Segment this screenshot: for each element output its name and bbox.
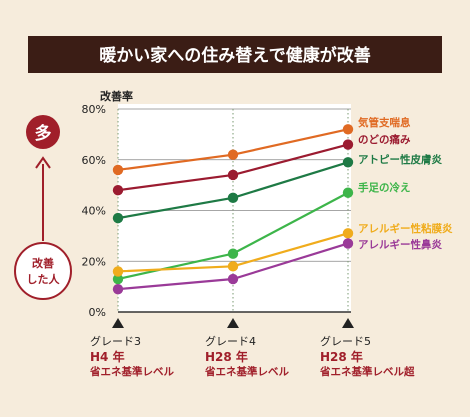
data-point — [227, 169, 239, 181]
data-point — [227, 192, 239, 204]
improved-people-badge — [14, 242, 72, 300]
data-point — [227, 149, 239, 160]
data-point — [112, 185, 124, 196]
data-point — [342, 228, 354, 239]
chart-title: 暖かい家への住み替えで健康が改善 — [99, 45, 371, 66]
data-point — [227, 261, 239, 272]
more-badge — [26, 115, 60, 149]
data-point — [112, 273, 124, 285]
category-grade: グレード5 — [320, 334, 371, 348]
y-tick-label: 80% — [82, 103, 106, 116]
y-tick-label: 60% — [82, 154, 106, 167]
data-point — [342, 157, 354, 168]
category-year: H28 年 — [320, 349, 363, 364]
data-point — [227, 273, 239, 285]
y-tick-label: 20% — [82, 255, 106, 268]
category-level: 省エネ基準レベル超 — [319, 365, 415, 378]
arrow-head-icon — [35, 156, 51, 169]
series-label: 気管支喘息 — [357, 116, 411, 129]
series-label: のどの痛み — [358, 133, 411, 146]
series-label: アレルギー性粘膜炎 — [358, 222, 453, 235]
data-point — [112, 283, 124, 295]
y-tick-labels: 0% 20% 40% 60% 80% — [82, 103, 106, 319]
data-point — [342, 139, 354, 150]
data-point — [342, 238, 354, 249]
data-point — [342, 187, 354, 198]
data-point — [112, 266, 124, 277]
y-axis-label: 改善率 — [100, 89, 133, 103]
y-tick-label: 40% — [82, 205, 106, 218]
series-label: アトピー性皮膚炎 — [358, 153, 442, 166]
data-point — [227, 248, 239, 259]
series-label: 手足の冷え — [358, 181, 411, 194]
category-marker-icon — [227, 318, 239, 328]
data-point — [112, 212, 124, 224]
category-year: H4 年 — [90, 349, 125, 364]
improvement-indicator: 多 改善 した人 — [14, 115, 72, 300]
series-label: アレルギー性鼻炎 — [358, 238, 442, 251]
more-label: 多 — [35, 123, 52, 144]
y-tick-label: 0% — [89, 306, 106, 319]
category-marker-icon — [342, 318, 354, 328]
category-level: 省エネ基準レベル — [204, 365, 289, 378]
improved-label-line1: 改善 — [32, 256, 54, 270]
title-banner — [28, 36, 442, 73]
category-level: 省エネ基準レベル — [89, 365, 174, 378]
category-year: H28 年 — [205, 349, 248, 364]
category-grade: グレード4 — [205, 334, 256, 348]
series-points — [112, 124, 354, 295]
data-point — [342, 124, 354, 135]
category-grade: グレード3 — [90, 334, 141, 348]
improved-label-line2: した人 — [27, 272, 61, 286]
category-marker-icon — [112, 318, 124, 328]
data-point — [112, 164, 124, 176]
